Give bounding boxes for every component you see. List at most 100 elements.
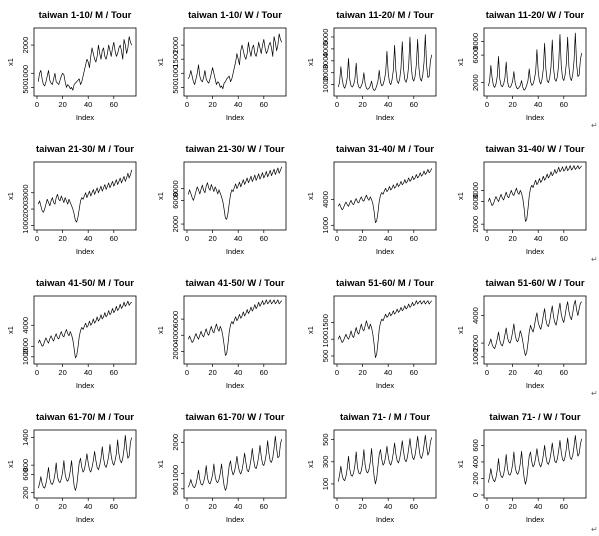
chart-panel: taiwan 41-50/ W / Tour 0 20 40 60 20004000600…: [156, 278, 287, 390]
plot-frame: [33, 429, 137, 499]
y-tick-label: 6000: [471, 193, 480, 210]
return-mark-icon: ↵: [591, 255, 598, 264]
chart-panel: taiwan 11-20/ W / Tour 0 20 40 60 2000 6000800…: [456, 10, 587, 122]
y-tick-label: 3000: [321, 52, 330, 69]
chart-title: taiwan 11-20/ W / Tour: [486, 10, 585, 21]
x-tick-label: 0: [335, 234, 339, 243]
series-line: [37, 36, 133, 91]
x-axis-label: Index: [226, 381, 245, 390]
plot-frame: [483, 429, 587, 499]
x-tick-label: 0: [485, 368, 489, 377]
series-line: [337, 434, 433, 485]
y-tick-label: 3000: [21, 184, 30, 201]
y-axis-label: x1: [306, 192, 315, 200]
y-tick-label: 1500: [321, 314, 330, 331]
x-axis-label: Index: [376, 247, 395, 256]
x-tick-label: 0: [185, 234, 189, 243]
x-axis-label: Index: [226, 113, 245, 122]
x-tick-label: 40: [534, 100, 542, 109]
series-line: [487, 435, 583, 485]
x-axis-label: Index: [376, 381, 395, 390]
plot-frame: [33, 27, 137, 97]
x-tick-label: 0: [35, 502, 39, 511]
x-tick-label: 60: [110, 368, 118, 377]
x-tick-label: 60: [110, 502, 118, 511]
y-axis-label: x1: [306, 58, 315, 66]
x-axis-label: Index: [376, 113, 395, 122]
y-axis-label: x1: [156, 460, 165, 468]
series-line: [487, 32, 583, 91]
x-tick-label: 60: [410, 100, 418, 109]
y-tick-label: 300: [321, 456, 330, 469]
chart-title: taiwan 31-40/ M / Tour: [336, 144, 434, 155]
x-tick-label: 40: [534, 502, 542, 511]
x-tick-label: 0: [35, 234, 39, 243]
x-tick-label: 20: [58, 100, 66, 109]
x-tick-label: 0: [485, 502, 489, 511]
y-tick-label: 2000: [321, 64, 330, 81]
y-axis-label: x1: [156, 326, 165, 334]
x-tick-label: 60: [110, 100, 118, 109]
x-tick-label: 20: [508, 100, 516, 109]
y-tick-label: 100: [321, 478, 330, 491]
x-axis-label: Index: [526, 381, 545, 390]
y-tick-label: 200: [21, 486, 30, 499]
chart-title: taiwan 41-50/ M / Tour: [36, 278, 134, 289]
x-axis-label: Index: [76, 381, 95, 390]
y-tick-label: 2000: [171, 37, 180, 54]
x-tick-label: 40: [534, 234, 542, 243]
y-tick-label: 1000: [171, 65, 180, 82]
y-tick-label: 8000: [171, 180, 180, 197]
x-tick-label: 60: [260, 100, 268, 109]
plot-frame: [333, 27, 437, 97]
y-tick-label: 4000: [21, 317, 30, 334]
y-tick-label: 4000: [321, 191, 330, 208]
x-axis-label: Index: [526, 247, 545, 256]
y-tick-label: 1000: [21, 348, 30, 365]
x-tick-label: 60: [560, 368, 568, 377]
x-tick-label: 20: [508, 368, 516, 377]
chart-title: taiwan 71- / M / Tour: [340, 412, 430, 423]
chart-panel: taiwan 21-30/ W / Tour 0 20 40 60 2000 6000800…: [156, 144, 287, 256]
x-tick-label: 60: [110, 234, 118, 243]
x-tick-label: 0: [35, 368, 39, 377]
x-tick-label: 20: [358, 502, 366, 511]
x-tick-label: 0: [35, 100, 39, 109]
x-tick-label: 20: [508, 234, 516, 243]
y-tick-label: 1000: [471, 349, 480, 366]
y-tick-label: 500: [171, 81, 180, 94]
chart-panel: taiwan 51-60/ M / Tour 0 20 40 60 500 10001500…: [306, 278, 437, 390]
y-tick-label: 800: [21, 459, 30, 472]
x-tick-label: 20: [358, 368, 366, 377]
y-axis-label: x1: [456, 326, 465, 334]
x-axis-label: Index: [76, 113, 95, 122]
x-tick-label: 60: [260, 368, 268, 377]
x-tick-label: 0: [485, 234, 489, 243]
chart-title: taiwan 31-40/ W / Tour: [485, 144, 584, 155]
x-tick-label: 60: [560, 100, 568, 109]
chart-panel: taiwan 11-20/ M / Tour 0 20 40 60 10002000300…: [306, 10, 437, 122]
series-line: [187, 166, 283, 220]
plot-frame: [183, 295, 287, 365]
plot-frame: [483, 27, 587, 97]
y-axis-label: x1: [156, 192, 165, 200]
y-tick-label: 1000: [321, 217, 330, 234]
x-tick-label: 40: [234, 502, 242, 511]
chart-title: taiwan 51-60/ M / Tour: [336, 278, 434, 289]
chart-title: taiwan 71- / W / Tour: [489, 412, 580, 423]
y-tick-label: 0: [471, 493, 480, 497]
x-tick-label: 20: [358, 234, 366, 243]
y-tick-label: 2000: [21, 338, 30, 355]
chart-panel: taiwan 1-10/ W / Tour 0 20 40 60 500100015002…: [156, 10, 287, 122]
x-tick-label: 40: [384, 100, 392, 109]
x-axis-label: Index: [226, 515, 245, 524]
plot-frame: [33, 295, 137, 365]
plot-frame: [183, 27, 287, 97]
x-tick-label: 40: [84, 502, 92, 511]
return-mark-icon: ↵: [591, 121, 598, 130]
